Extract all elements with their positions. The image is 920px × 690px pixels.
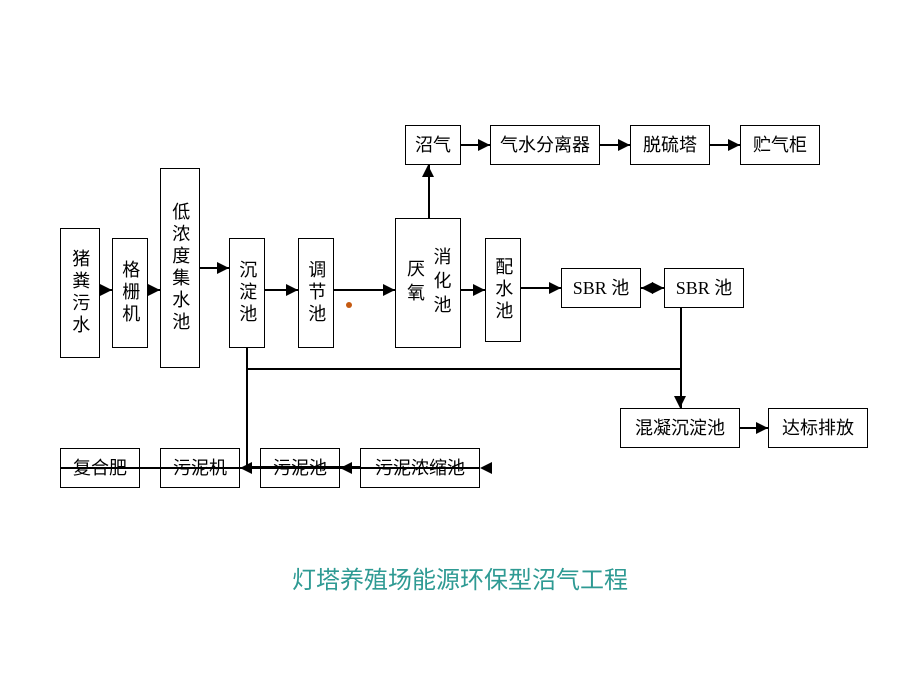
node-n13: 贮气柜 [740, 125, 820, 165]
diagram-title: 灯塔养殖场能源环保型沼气工程 [0, 560, 920, 595]
node-n9: SBR 池 [664, 268, 744, 308]
node-n8: SBR 池 [561, 268, 641, 308]
arrowhead [217, 262, 229, 274]
node-n3: 低浓度集水池 [160, 168, 200, 368]
arrowhead [478, 139, 490, 151]
node-n14: 混凝沉淀池 [620, 408, 740, 448]
arrowhead [652, 282, 664, 294]
node-n12: 脱硫塔 [630, 125, 710, 165]
edge [60, 467, 240, 469]
node-n1: 猪粪污水 [60, 228, 100, 358]
node-n4: 沉淀池 [229, 238, 265, 348]
edge [680, 308, 682, 408]
node-n2: 格栅机 [112, 238, 148, 348]
arrowhead [340, 462, 352, 474]
node-n11: 气水分离器 [490, 125, 600, 165]
arrowhead [473, 284, 485, 296]
arrowhead [286, 284, 298, 296]
flowchart-stage: 猪粪污水格栅机低浓度集水池沉淀池调节池 厌氧消化池配水池 SBR 池 SBR 池 沼气气… [0, 0, 920, 690]
node-n15: 达标排放 [768, 408, 868, 448]
node-n10: 沼气 [405, 125, 461, 165]
edge [246, 368, 682, 370]
arrowhead [383, 284, 395, 296]
arrowhead [641, 282, 653, 294]
edge [246, 348, 248, 468]
arrowhead [100, 284, 112, 296]
arrowhead [728, 139, 740, 151]
arrowhead [422, 165, 434, 177]
arrowhead [549, 282, 561, 294]
arrowhead [480, 462, 492, 474]
arrowhead [756, 422, 768, 434]
page-indicator-dot [346, 302, 352, 308]
arrowhead [674, 396, 686, 408]
edge [246, 466, 360, 468]
node-n7: 配水池 [485, 238, 521, 342]
node-n6: 厌氧消化池 [395, 218, 461, 348]
arrowhead [148, 284, 160, 296]
arrowhead [618, 139, 630, 151]
node-n5: 调节池 [298, 238, 334, 348]
